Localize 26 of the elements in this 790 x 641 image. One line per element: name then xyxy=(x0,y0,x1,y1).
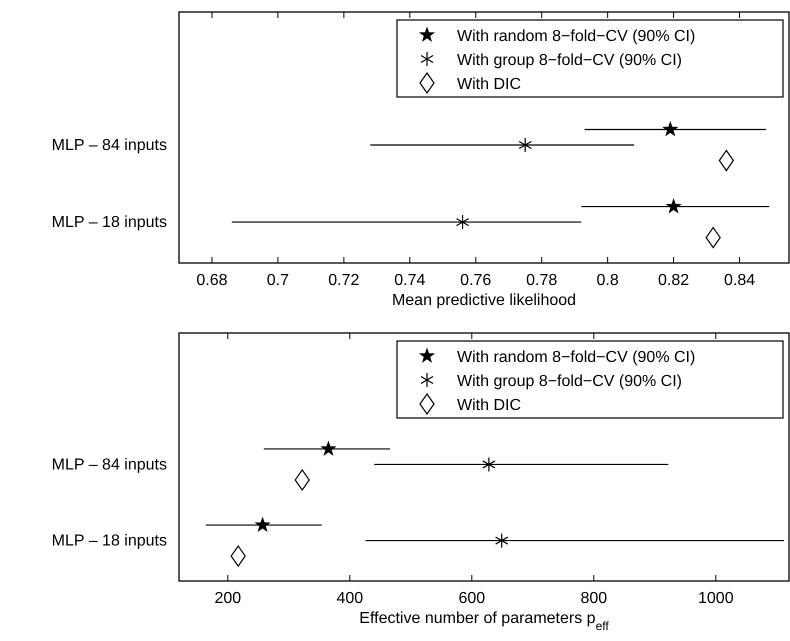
legend-label: With random 8−fold−CV (90% CI) xyxy=(457,28,696,45)
y-tick-label: MLP – 84 inputs xyxy=(52,137,167,154)
x-tick-label: 0.72 xyxy=(328,272,360,289)
x-axis-title: Mean predictive likelihood xyxy=(392,292,576,309)
y-tick-label: MLP – 84 inputs xyxy=(52,456,167,474)
legend-label: With DIC xyxy=(457,76,521,93)
legend-label: With group 8−fold−CV (90% CI) xyxy=(457,373,682,390)
x-tick-label: 200 xyxy=(214,590,242,607)
x-tick-label: 0.7 xyxy=(266,272,290,289)
x-tick-label: 1000 xyxy=(698,590,734,607)
y-tick-label: MLP – 18 inputs xyxy=(52,214,167,232)
x-tick-label: 0.84 xyxy=(724,272,756,289)
x-tick-label: 0.78 xyxy=(526,272,558,289)
x-tick-label: 0.74 xyxy=(394,272,426,289)
x-axis-title: Effective number of parameters p$_{eff}$ xyxy=(359,610,610,633)
x-tick-label: 0.68 xyxy=(196,272,228,289)
x-tick-label: 0.82 xyxy=(658,272,690,289)
legend-label: With DIC xyxy=(457,397,521,414)
legend-label: With group 8−fold−CV (90% CI) xyxy=(457,52,682,69)
x-tick-label: 600 xyxy=(458,590,486,607)
x-tick-label: 400 xyxy=(336,590,364,607)
y-tick-label: MLP – 18 inputs xyxy=(52,532,167,550)
x-tick-label: 800 xyxy=(580,590,608,607)
x-tick-label: 0.76 xyxy=(460,272,492,289)
x-tick-label: 0.8 xyxy=(596,272,619,289)
legend-label: With random 8−fold−CV (90% CI) xyxy=(457,349,696,366)
